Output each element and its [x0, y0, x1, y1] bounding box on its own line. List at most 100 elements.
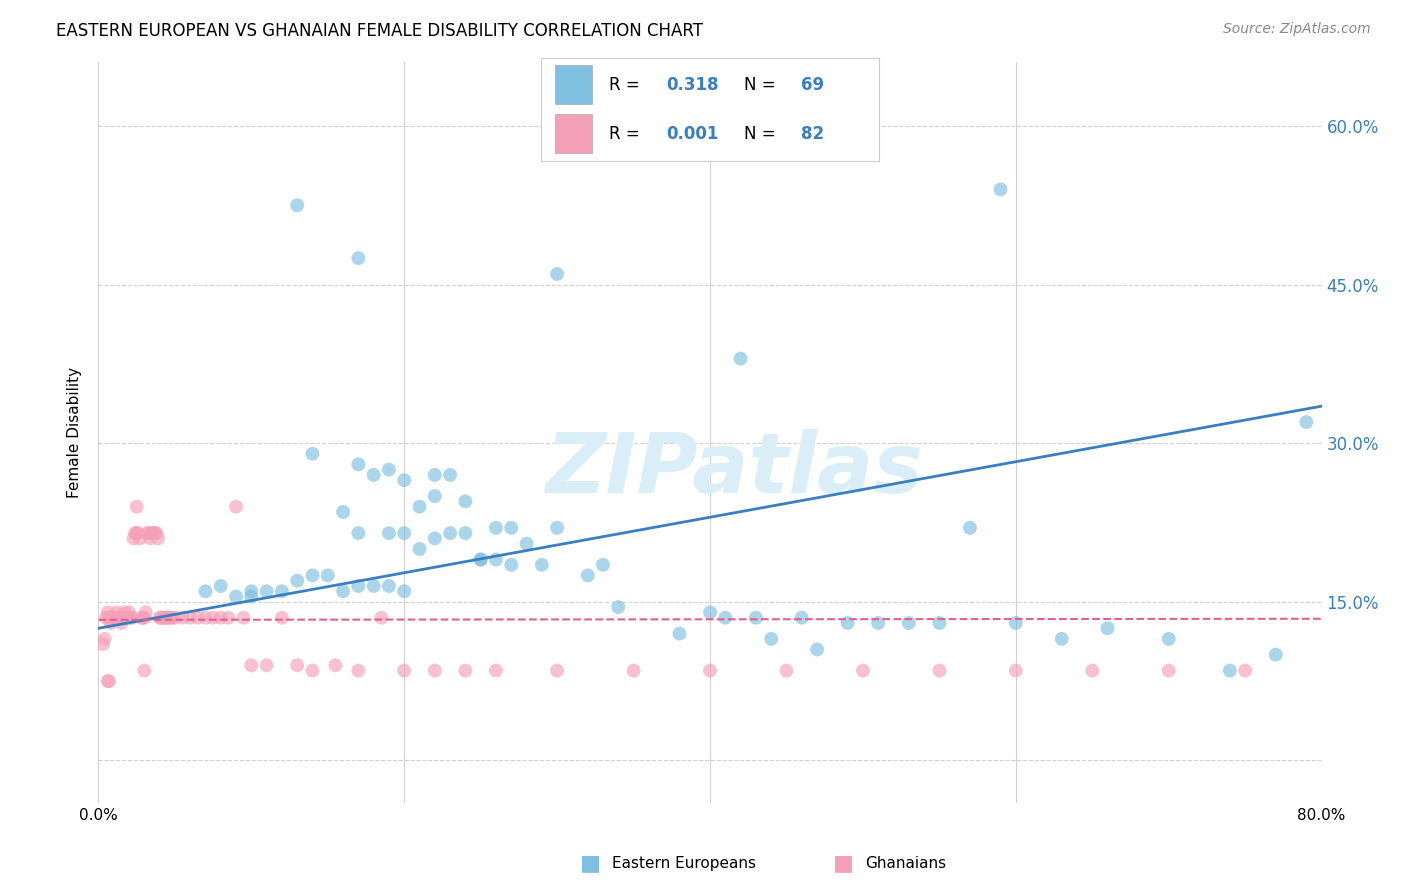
- Point: [730, 351, 752, 366]
- Point: [94, 611, 117, 625]
- Text: R =: R =: [609, 76, 645, 94]
- Text: ■: ■: [581, 854, 600, 873]
- Point: [347, 579, 370, 593]
- Point: [125, 500, 148, 514]
- Point: [270, 611, 292, 625]
- Point: [485, 552, 508, 566]
- Point: [316, 568, 339, 582]
- Point: [546, 267, 568, 281]
- Bar: [555, 65, 592, 104]
- Text: 0.318: 0.318: [666, 76, 718, 94]
- Point: [745, 611, 768, 625]
- Point: [454, 526, 477, 541]
- Point: [392, 473, 416, 487]
- Point: [408, 500, 430, 514]
- Point: [150, 611, 173, 625]
- Point: [120, 611, 142, 625]
- Point: [172, 611, 194, 625]
- Point: [325, 658, 347, 673]
- Point: [332, 584, 354, 599]
- Bar: [555, 114, 592, 153]
- Point: [136, 526, 159, 541]
- Point: [392, 526, 416, 541]
- Text: ZIPatlas: ZIPatlas: [546, 429, 924, 510]
- Point: [714, 611, 737, 625]
- Point: [142, 526, 165, 541]
- Point: [143, 526, 166, 541]
- Point: [115, 611, 138, 625]
- Point: [285, 198, 308, 212]
- Point: [103, 611, 125, 625]
- Point: [347, 526, 370, 541]
- Text: Ghanaians: Ghanaians: [865, 856, 946, 871]
- Point: [240, 590, 263, 604]
- Point: [423, 664, 446, 678]
- Point: [270, 584, 292, 599]
- Point: [806, 642, 828, 657]
- Point: [501, 558, 523, 572]
- Text: 0.001: 0.001: [666, 125, 718, 143]
- Point: [179, 611, 201, 625]
- Point: [868, 615, 890, 630]
- Text: Eastern Europeans: Eastern Europeans: [612, 856, 755, 871]
- Point: [108, 611, 131, 625]
- Point: [128, 532, 150, 546]
- Point: [301, 664, 323, 678]
- Point: [470, 552, 492, 566]
- Point: [592, 558, 614, 572]
- Point: [139, 532, 162, 546]
- Point: [1004, 664, 1026, 678]
- Point: [423, 467, 446, 482]
- Point: [93, 632, 115, 646]
- Point: [217, 611, 239, 625]
- Point: [134, 664, 156, 678]
- Point: [122, 532, 145, 546]
- Point: [959, 521, 981, 535]
- Point: [1295, 415, 1317, 429]
- Point: [546, 664, 568, 678]
- Point: [347, 664, 370, 678]
- Point: [668, 626, 690, 640]
- Text: 69: 69: [801, 76, 824, 94]
- Point: [232, 611, 254, 625]
- Point: [928, 664, 950, 678]
- Point: [301, 447, 323, 461]
- Point: [141, 526, 163, 541]
- Point: [152, 611, 174, 625]
- Point: [225, 500, 247, 514]
- Point: [990, 182, 1012, 196]
- Point: [363, 579, 385, 593]
- Point: [1157, 632, 1180, 646]
- Point: [225, 590, 247, 604]
- Point: [160, 611, 183, 625]
- Point: [501, 521, 523, 535]
- Point: [91, 637, 114, 651]
- Point: [209, 579, 232, 593]
- Point: [837, 615, 859, 630]
- Point: [1264, 648, 1286, 662]
- Point: [149, 611, 172, 625]
- Point: [1157, 664, 1180, 678]
- Point: [256, 658, 278, 673]
- Text: 82: 82: [801, 125, 824, 143]
- Point: [363, 467, 385, 482]
- Point: [1097, 621, 1119, 635]
- Point: [98, 611, 121, 625]
- Text: Source: ZipAtlas.com: Source: ZipAtlas.com: [1223, 22, 1371, 37]
- Point: [129, 611, 152, 625]
- Point: [378, 526, 401, 541]
- Point: [332, 505, 354, 519]
- Point: [112, 606, 135, 620]
- Point: [98, 674, 121, 689]
- Point: [1050, 632, 1073, 646]
- Point: [240, 658, 263, 673]
- Point: [146, 532, 169, 546]
- Point: [101, 611, 124, 625]
- Point: [155, 611, 177, 625]
- Text: 80.0%: 80.0%: [1298, 808, 1346, 823]
- Point: [135, 606, 157, 620]
- Point: [301, 568, 323, 582]
- Point: [423, 489, 446, 503]
- Point: [378, 579, 401, 593]
- Point: [516, 537, 538, 551]
